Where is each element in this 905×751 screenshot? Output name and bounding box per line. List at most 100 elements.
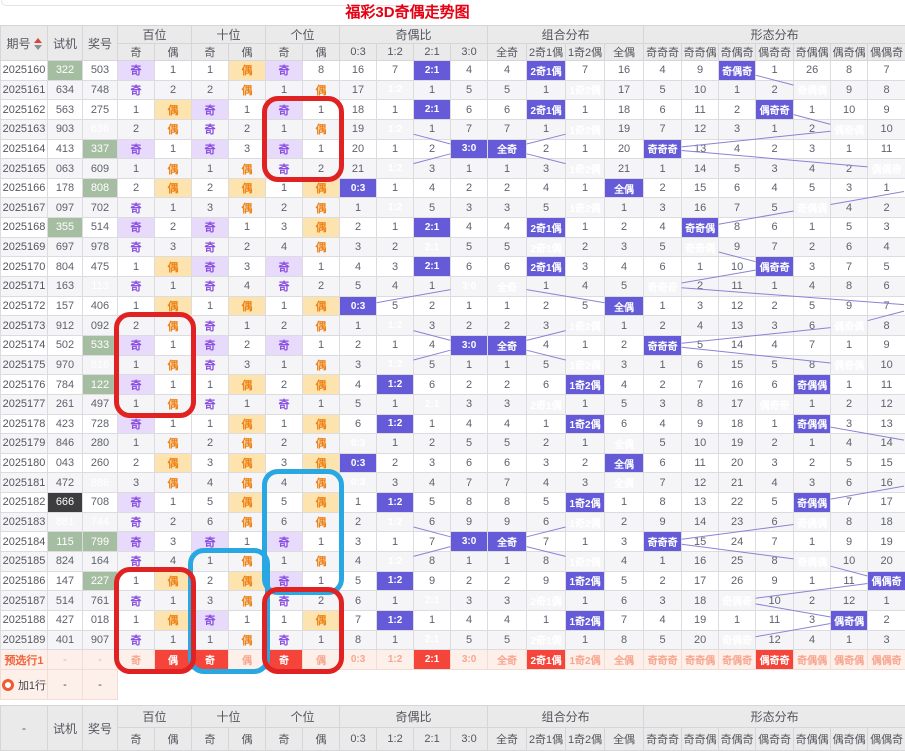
add-row-button[interactable]: 加1行 bbox=[1, 670, 48, 700]
ratio-cell: 1:2 bbox=[377, 571, 414, 591]
period-cell: 2025189 bbox=[1, 630, 48, 650]
preselect-form-cell[interactable]: 偶奇奇 bbox=[756, 650, 794, 670]
col-group-0: 百位 bbox=[118, 26, 192, 44]
preselect-form-cell[interactable]: 奇偶奇 bbox=[719, 650, 756, 670]
form-cell: 13 bbox=[682, 139, 719, 159]
hundreds-odd-cell: 1 bbox=[118, 159, 155, 179]
tens-even-cell: 偶 bbox=[229, 630, 266, 650]
combo-cell: 4 bbox=[527, 473, 566, 493]
form-cell: 2 bbox=[794, 453, 831, 473]
preselect-combo-cell[interactable]: 全奇 bbox=[488, 650, 527, 670]
units-odd-cell: 5 bbox=[266, 493, 303, 513]
combo-cell: 2 bbox=[566, 237, 605, 257]
hundreds-odd-cell: 奇 bbox=[118, 237, 155, 257]
preselect-form-cell[interactable]: 偶偶奇 bbox=[868, 650, 905, 670]
ratio-cell: 1 bbox=[377, 335, 414, 355]
units-even-cell: 偶 bbox=[303, 552, 340, 572]
ratio-cell: 3 bbox=[414, 453, 451, 473]
combo-cell: 4 bbox=[605, 375, 644, 395]
test-number-cell: 666 bbox=[48, 493, 83, 513]
tens-even-cell: 2 bbox=[229, 119, 266, 139]
combo-cell: 1 bbox=[488, 296, 527, 316]
form-cell: 1 bbox=[794, 100, 831, 120]
preselect-ratio-cell[interactable]: 2:1 bbox=[414, 650, 451, 670]
form-cell: 2 bbox=[644, 178, 682, 198]
form-cell: 4 bbox=[644, 414, 682, 434]
ratio-cell: 3 bbox=[414, 159, 451, 179]
combo-cell: 3 bbox=[488, 394, 527, 414]
combo-cell: 1 bbox=[527, 80, 566, 100]
prize-number-cell: 260 bbox=[83, 453, 118, 473]
footer-col-subheader: 奇偶奇 bbox=[719, 728, 756, 751]
footer-test-cell: 试机 bbox=[48, 706, 83, 751]
test-number-cell: 912 bbox=[48, 316, 83, 336]
footer-col-subheader: 1:2 bbox=[377, 728, 414, 751]
preselect-pos-cell[interactable]: 偶 bbox=[229, 650, 266, 670]
form-cell: 2 bbox=[794, 591, 831, 611]
form-cell: 7 bbox=[831, 257, 868, 277]
preselect-pos-cell[interactable]: 偶 bbox=[155, 650, 192, 670]
combo-cell: 2 bbox=[605, 335, 644, 355]
preselect-form-cell[interactable]: 奇奇偶 bbox=[682, 650, 719, 670]
combo-cell: 2奇1偶 bbox=[527, 394, 566, 414]
sort-down-arrow bbox=[34, 45, 42, 50]
preselect-pos-cell[interactable]: 奇 bbox=[118, 650, 155, 670]
form-cell: 6 bbox=[644, 257, 682, 277]
test-number-cell: 063 bbox=[48, 159, 83, 179]
form-cell: 1 bbox=[756, 414, 794, 434]
sort-icon[interactable] bbox=[34, 38, 42, 50]
preselect-ratio-cell[interactable]: 0:3 bbox=[340, 650, 377, 670]
form-cell: 17 bbox=[719, 394, 756, 414]
hundreds-even-cell: 偶 bbox=[155, 394, 192, 414]
tens-odd-cell: 6 bbox=[192, 512, 229, 532]
combo-cell: 2奇1偶 bbox=[527, 237, 566, 257]
hundreds-even-cell: 偶 bbox=[155, 257, 192, 277]
hundreds-even-cell: 偶 bbox=[155, 178, 192, 198]
preselect-form-cell[interactable]: 奇偶偶 bbox=[794, 650, 831, 670]
form-cell: 13 bbox=[719, 316, 756, 336]
combo-cell: 6 bbox=[527, 512, 566, 532]
preselect-ratio-cell[interactable]: 3:0 bbox=[451, 650, 488, 670]
form-cell: 3 bbox=[794, 139, 831, 159]
units-odd-cell: 奇 bbox=[266, 61, 303, 81]
units-odd-cell: 奇 bbox=[266, 100, 303, 120]
preselect-combo-cell[interactable]: 2奇1偶 bbox=[527, 650, 566, 670]
combo-cell: 3 bbox=[605, 237, 644, 257]
combo-cell: 17 bbox=[605, 80, 644, 100]
preselect-pos-cell[interactable]: 奇 bbox=[192, 650, 229, 670]
hundreds-odd-cell: 1 bbox=[118, 257, 155, 277]
period-cell: 2025174 bbox=[1, 335, 48, 355]
preselect-combo-cell[interactable]: 全偶 bbox=[605, 650, 644, 670]
col-header-period[interactable]: 期号 bbox=[1, 26, 48, 61]
footer-col-subheader: 奇奇偶 bbox=[682, 728, 719, 751]
footer-col-subheader: 2奇1偶 bbox=[527, 728, 566, 751]
combo-cell: 19 bbox=[605, 119, 644, 139]
preselect-form-cell[interactable]: 偶奇偶 bbox=[831, 650, 868, 670]
period-cell: 2025178 bbox=[1, 414, 48, 434]
tens-even-cell: 4 bbox=[229, 277, 266, 297]
test-number-cell: 147 bbox=[48, 571, 83, 591]
form-cell: 2 bbox=[644, 571, 682, 591]
preselect-pos-cell[interactable]: 奇 bbox=[266, 650, 303, 670]
ratio-cell: 1 bbox=[377, 630, 414, 650]
preselect-combo-cell[interactable]: 1奇2偶 bbox=[566, 650, 605, 670]
test-number-cell: 355 bbox=[48, 218, 83, 238]
form-cell: 5 bbox=[756, 198, 794, 218]
ratio-cell: 2 bbox=[451, 571, 488, 591]
preselect-pos-cell[interactable]: 偶 bbox=[303, 650, 340, 670]
preselect-form-cell[interactable]: 奇奇奇 bbox=[644, 650, 682, 670]
tens-even-cell: 1 bbox=[229, 610, 266, 630]
combo-cell: 1 bbox=[566, 218, 605, 238]
page-title: 福彩3D奇偶走势图 bbox=[0, 0, 860, 26]
form-cell: 奇奇偶 bbox=[682, 218, 719, 238]
combo-cell: 1 bbox=[488, 355, 527, 375]
preselect-ratio-cell[interactable]: 1:2 bbox=[377, 650, 414, 670]
units-even-cell: 偶 bbox=[303, 198, 340, 218]
combo-cell: 5 bbox=[605, 571, 644, 591]
col-subheader: 奇奇偶 bbox=[682, 44, 719, 61]
test-number-cell: 824 bbox=[48, 552, 83, 572]
combo-cell: 1 bbox=[527, 610, 566, 630]
tens-odd-cell: 奇 bbox=[192, 316, 229, 336]
